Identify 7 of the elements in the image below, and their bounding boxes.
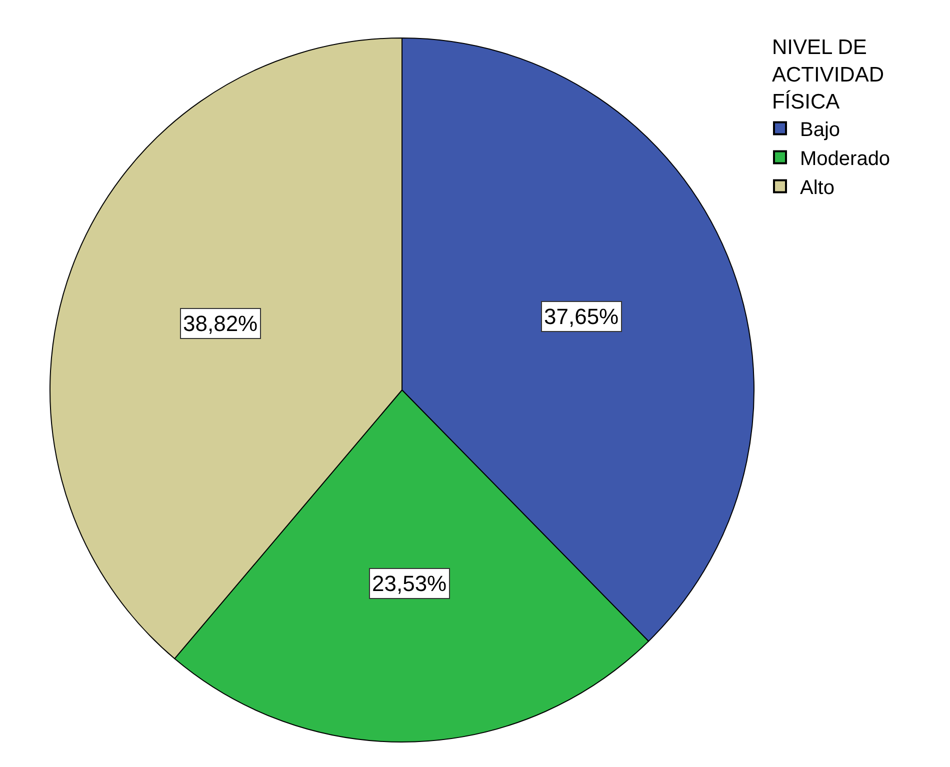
data-label: 37,65% [544,304,619,329]
legend-label: Moderado [800,148,890,170]
legend-label: Bajo [800,119,840,142]
legend-label: Alto [800,177,834,200]
legend-title: NIVEL DE ACTIVIDAD FÍSICA [772,36,884,114]
data-label: 23,53% [372,571,447,596]
data-label: 38,82% [183,311,258,336]
